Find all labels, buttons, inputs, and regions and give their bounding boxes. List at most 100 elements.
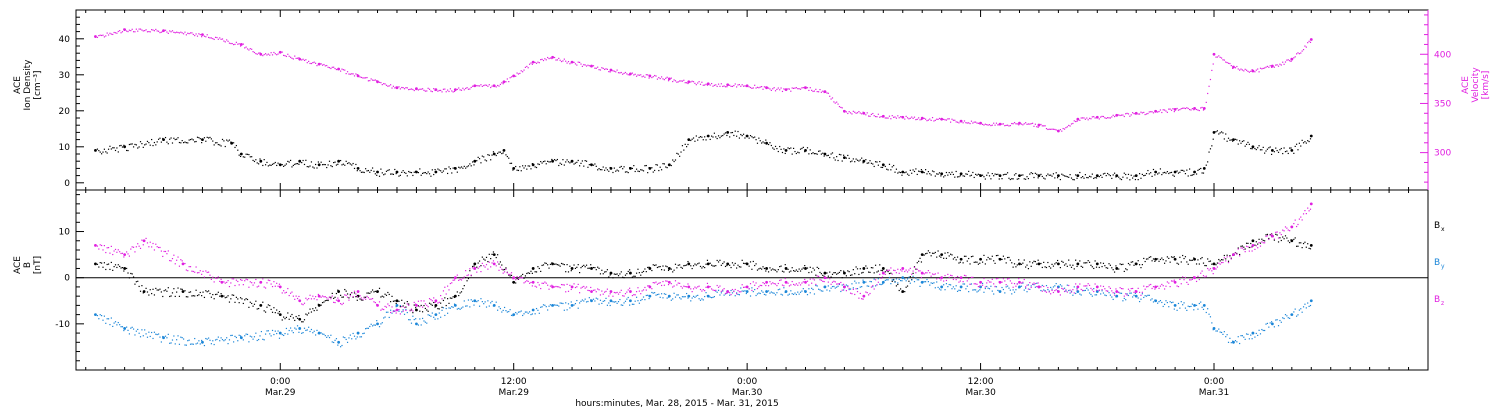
bx-point [544, 262, 546, 264]
ion-density-point [1048, 174, 1050, 176]
velocity-point [1027, 123, 1030, 125]
ion-density-point [1095, 177, 1098, 179]
by-point [966, 285, 968, 287]
bz-point [699, 288, 702, 291]
bz-point [381, 308, 383, 310]
ion-density-point [1182, 169, 1184, 172]
bz-point [421, 306, 424, 308]
bx-point [997, 254, 999, 257]
velocity-point [920, 116, 924, 120]
ion-density-point [569, 162, 571, 164]
bx-point [310, 311, 313, 313]
ion-density-point [651, 167, 653, 169]
bx-point [445, 304, 447, 307]
velocity-point [916, 118, 918, 120]
bx-point [1247, 242, 1249, 244]
ion-density-point [751, 136, 753, 138]
ion-density-point [724, 132, 727, 134]
ion-density-point [481, 155, 483, 157]
bz-point [1059, 294, 1061, 296]
bz-point [1280, 233, 1282, 236]
velocity-point [301, 59, 303, 61]
velocity-point [1169, 108, 1171, 110]
velocity-point [541, 58, 543, 60]
by-point [440, 316, 442, 318]
velocity-point [1226, 61, 1228, 64]
ion-density-point [1022, 174, 1024, 176]
bz-point [285, 291, 288, 293]
bx-point [777, 269, 779, 271]
by-point [208, 337, 210, 339]
velocity-point [526, 65, 528, 68]
bx-point [1227, 260, 1230, 262]
ion-density-point [637, 170, 639, 172]
by-point [253, 336, 256, 338]
bx-point [164, 289, 167, 291]
ion-density-point [238, 154, 240, 156]
ion-density-point [1026, 176, 1028, 178]
bz-point [470, 274, 472, 276]
velocity-point [598, 69, 600, 71]
bz-point [433, 297, 435, 299]
bz-point [1030, 286, 1032, 289]
by-point [609, 304, 611, 307]
by-point [1015, 289, 1017, 291]
ion-density-point [1270, 149, 1274, 152]
by-point [1013, 291, 1016, 293]
ion-density-point [248, 154, 250, 156]
velocity-point [1084, 118, 1086, 120]
ion-density-point [645, 164, 647, 167]
ion-density-point [102, 151, 104, 153]
bx-point [269, 304, 271, 307]
bz-point [458, 279, 460, 282]
bz-point [216, 277, 218, 280]
velocity-point [660, 76, 663, 78]
ion-density-point [301, 162, 303, 164]
ion-density-point [948, 171, 950, 174]
bz-point [908, 269, 910, 271]
bx-point [492, 251, 495, 253]
velocity-point [576, 64, 578, 66]
velocity-point [658, 76, 660, 79]
velocity-point [685, 82, 688, 84]
bx-point [274, 312, 276, 314]
by-point [383, 317, 385, 319]
bz-point [602, 293, 604, 295]
velocity-point [409, 88, 411, 90]
bx-point [317, 303, 319, 305]
velocity-point [617, 72, 620, 74]
velocity-point [459, 89, 461, 91]
ion-density-point [201, 142, 203, 144]
bz-point [790, 284, 792, 286]
bx-point [581, 265, 583, 268]
by-point [776, 292, 778, 294]
bz-point [492, 262, 496, 266]
ion-density-point [627, 171, 629, 174]
velocity-point [831, 97, 834, 99]
bz-point [666, 280, 668, 282]
bz-point [431, 300, 433, 302]
ion-density-point [897, 172, 899, 174]
by-point [242, 339, 244, 341]
bx-point [1298, 242, 1300, 244]
ion-density-point [706, 135, 709, 137]
ion-density-point [167, 143, 169, 145]
bz-point [719, 285, 721, 287]
bx-point [813, 269, 816, 271]
bz-point [1104, 288, 1106, 290]
velocity-point [192, 33, 194, 36]
by-point [749, 295, 752, 297]
bz-point [388, 305, 390, 307]
by-point [658, 293, 660, 295]
by-point [1094, 294, 1096, 296]
ion-density-point [831, 152, 834, 154]
bz-point [683, 285, 685, 287]
ion-density-point [234, 146, 236, 149]
velocity-point [1130, 114, 1132, 116]
ion-density-point [181, 140, 183, 142]
bx-point [983, 254, 985, 256]
ion-density-point [237, 149, 239, 151]
velocity-point [765, 86, 767, 88]
bx-point [266, 306, 268, 308]
bz-point [804, 278, 806, 281]
